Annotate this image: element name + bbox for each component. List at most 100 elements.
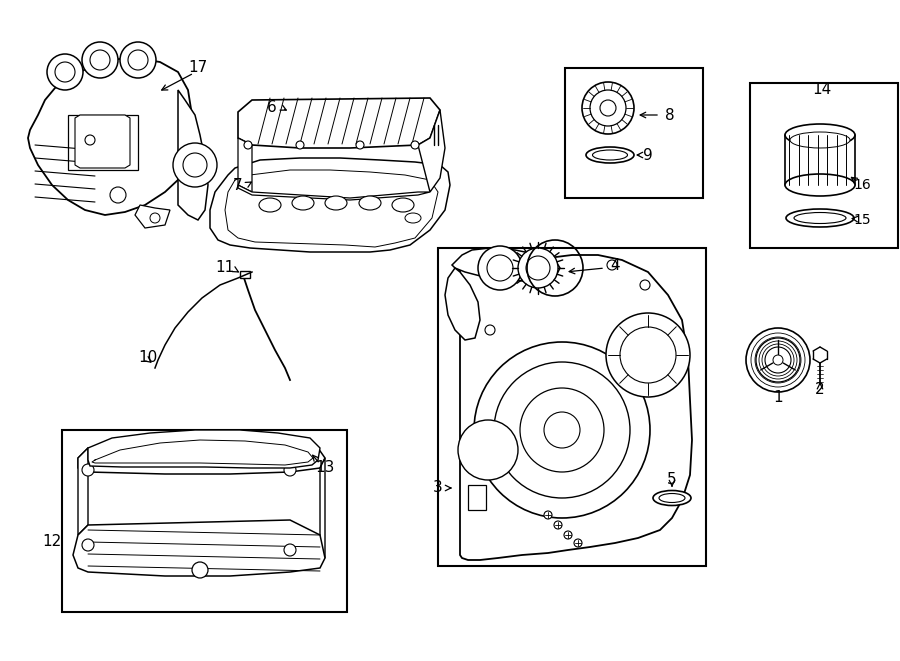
Circle shape xyxy=(82,42,118,78)
Circle shape xyxy=(284,544,296,556)
Text: 17: 17 xyxy=(188,61,208,75)
Circle shape xyxy=(47,54,83,90)
Circle shape xyxy=(564,531,572,539)
Polygon shape xyxy=(88,430,320,468)
Bar xyxy=(750,83,898,248)
Circle shape xyxy=(474,342,650,518)
Circle shape xyxy=(82,464,94,476)
Polygon shape xyxy=(445,268,480,340)
Circle shape xyxy=(574,539,582,547)
Circle shape xyxy=(458,420,518,480)
Polygon shape xyxy=(452,248,560,282)
Circle shape xyxy=(485,325,495,335)
Text: 16: 16 xyxy=(853,178,871,192)
Circle shape xyxy=(765,347,791,373)
Text: 4: 4 xyxy=(610,258,620,272)
Bar xyxy=(468,485,486,510)
Ellipse shape xyxy=(794,212,846,223)
Circle shape xyxy=(244,141,252,149)
Circle shape xyxy=(520,388,604,472)
Bar xyxy=(68,115,138,170)
Circle shape xyxy=(85,135,95,145)
Ellipse shape xyxy=(392,198,414,212)
Text: 13: 13 xyxy=(315,461,335,475)
Polygon shape xyxy=(418,110,445,192)
Ellipse shape xyxy=(653,490,691,506)
Ellipse shape xyxy=(359,196,381,210)
Bar xyxy=(565,68,703,198)
Polygon shape xyxy=(460,255,692,560)
Ellipse shape xyxy=(785,124,855,146)
Polygon shape xyxy=(75,115,130,168)
Text: 14: 14 xyxy=(813,83,832,98)
Circle shape xyxy=(110,187,126,203)
Circle shape xyxy=(55,62,75,82)
Bar xyxy=(62,430,347,612)
Circle shape xyxy=(582,82,634,134)
Text: 10: 10 xyxy=(139,350,158,366)
Ellipse shape xyxy=(659,494,685,502)
Polygon shape xyxy=(178,90,208,220)
Ellipse shape xyxy=(259,198,281,212)
Circle shape xyxy=(518,248,558,288)
Polygon shape xyxy=(78,448,88,535)
Circle shape xyxy=(494,362,630,498)
Circle shape xyxy=(526,256,550,280)
Ellipse shape xyxy=(325,196,347,210)
Circle shape xyxy=(284,464,296,476)
Text: 2: 2 xyxy=(815,383,824,397)
Circle shape xyxy=(640,280,650,290)
Circle shape xyxy=(128,50,148,70)
Circle shape xyxy=(544,511,552,519)
Bar xyxy=(240,271,250,278)
Polygon shape xyxy=(135,205,170,228)
Text: 9: 9 xyxy=(644,147,652,163)
Circle shape xyxy=(192,562,208,578)
Polygon shape xyxy=(78,440,325,474)
Ellipse shape xyxy=(586,147,634,163)
Polygon shape xyxy=(238,185,430,200)
Circle shape xyxy=(590,90,626,126)
Ellipse shape xyxy=(405,213,421,223)
Circle shape xyxy=(600,100,616,116)
Circle shape xyxy=(296,141,304,149)
Polygon shape xyxy=(320,458,325,558)
Ellipse shape xyxy=(292,196,314,210)
Circle shape xyxy=(554,521,562,529)
Text: 5: 5 xyxy=(667,473,677,488)
Circle shape xyxy=(90,50,110,70)
Circle shape xyxy=(183,153,207,177)
Circle shape xyxy=(607,260,617,270)
Circle shape xyxy=(746,328,810,392)
Text: 15: 15 xyxy=(853,213,871,227)
Circle shape xyxy=(620,327,676,383)
Circle shape xyxy=(606,313,690,397)
Circle shape xyxy=(540,263,550,273)
Circle shape xyxy=(487,255,513,281)
Circle shape xyxy=(478,246,522,290)
Circle shape xyxy=(773,355,783,365)
Polygon shape xyxy=(238,98,440,148)
Text: 1: 1 xyxy=(773,391,783,405)
Bar xyxy=(438,248,706,566)
Circle shape xyxy=(544,412,580,448)
Text: 8: 8 xyxy=(665,108,675,122)
Polygon shape xyxy=(28,58,195,215)
Polygon shape xyxy=(238,138,252,192)
Polygon shape xyxy=(73,520,325,576)
Circle shape xyxy=(756,338,800,382)
Text: 3: 3 xyxy=(433,481,443,496)
Text: 12: 12 xyxy=(42,535,61,549)
Circle shape xyxy=(356,141,364,149)
Circle shape xyxy=(120,42,156,78)
Ellipse shape xyxy=(790,132,850,148)
Ellipse shape xyxy=(785,174,855,196)
Ellipse shape xyxy=(786,209,854,227)
Text: 6: 6 xyxy=(267,100,277,114)
Circle shape xyxy=(411,141,419,149)
Text: 7: 7 xyxy=(233,178,243,194)
Circle shape xyxy=(173,143,217,187)
Polygon shape xyxy=(210,158,450,252)
Ellipse shape xyxy=(592,150,627,160)
Circle shape xyxy=(150,213,160,223)
